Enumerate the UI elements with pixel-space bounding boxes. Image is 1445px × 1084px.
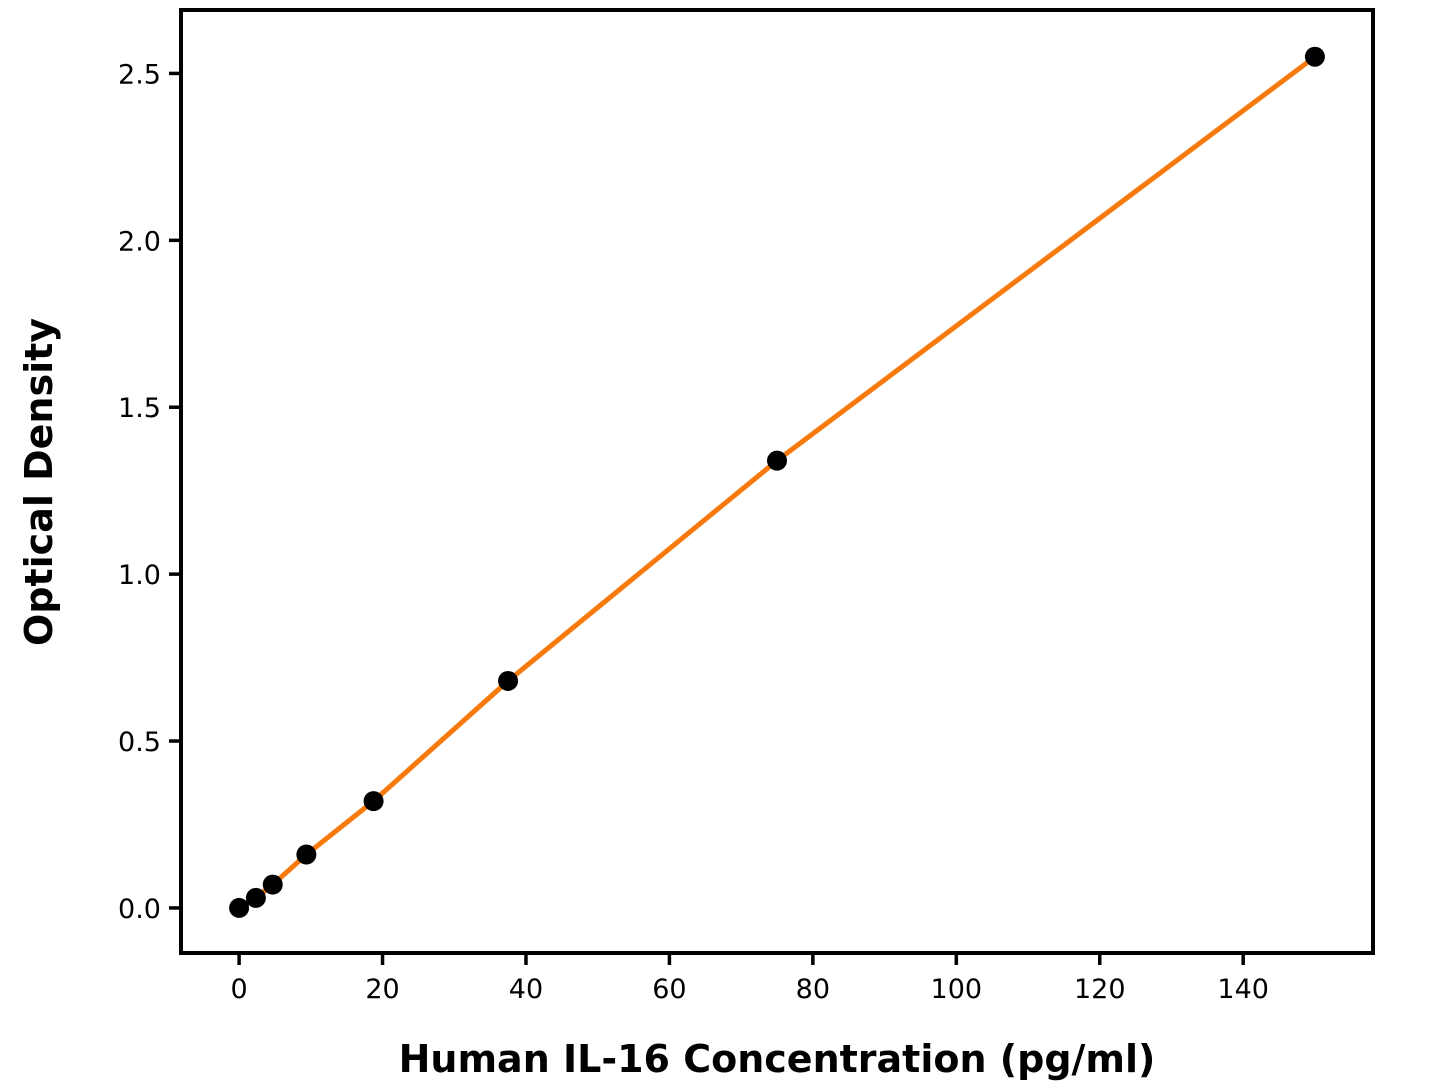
y-tick-label: 0.0 [118,894,161,925]
x-axis-title: Human IL-16 Concentration (pg/ml) [399,1037,1156,1081]
data-point [498,670,519,691]
x-tick-label: 120 [1074,974,1126,1005]
plot-frame [179,8,1375,955]
x-tick-label: 0 [231,974,248,1005]
x-tick-label: 140 [1217,974,1269,1005]
data-point [229,897,250,918]
y-tick-label: 1.5 [118,393,161,424]
y-axis-title: Optical Density [17,318,61,646]
y-tick-label: 1.0 [118,560,161,591]
x-tick-label: 60 [652,974,686,1005]
x-tick-label: 40 [509,974,543,1005]
x-tick-label: 80 [796,974,830,1005]
data-point [1304,46,1325,67]
y-tick-label: 0.5 [118,727,161,758]
y-tick-label: 2.0 [118,226,161,257]
data-point [245,887,266,908]
x-tick-label: 100 [931,974,983,1005]
data-point [767,450,787,471]
data-point [262,874,283,895]
plot-area: 0 20 40 60 80 100 120 140 0.0 0.5 1.0 1.5 2.0 2.5 [118,8,1375,1005]
y-tick-label: 2.5 [118,59,161,90]
x-tick-label: 20 [365,974,399,1005]
curve-line [236,54,1318,911]
data-point [363,791,384,812]
data-point [296,844,317,865]
